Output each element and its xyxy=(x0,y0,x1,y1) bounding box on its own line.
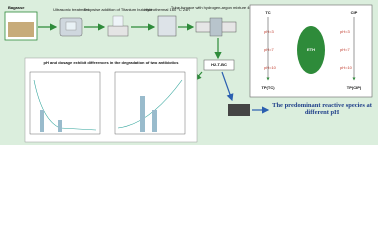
product-label: H2-T-BC xyxy=(211,62,227,67)
autoclave xyxy=(157,15,177,37)
mini-plot xyxy=(114,71,186,135)
ph-label: pH=10 xyxy=(340,65,353,70)
ph-label: pH=7 xyxy=(340,47,350,52)
step-label: Dropwise addition of Titanium butoxide xyxy=(84,7,153,12)
stirrer xyxy=(107,25,129,37)
arrow xyxy=(221,71,234,102)
step-label: Hydrothermal 160 °C 24h xyxy=(144,7,189,12)
mini-bar xyxy=(40,110,44,132)
species-title: TC xyxy=(265,10,270,15)
mini-bar xyxy=(152,110,157,132)
chart-panel xyxy=(24,57,198,143)
step-label: Bagasse xyxy=(8,5,25,10)
step-label: Ultrasonic treatment xyxy=(53,7,90,12)
mini-bar xyxy=(58,120,62,132)
product-box xyxy=(203,59,235,71)
ph-label: pH=3 xyxy=(340,29,350,34)
caption-box: The predominant reactive species at diff… xyxy=(272,102,372,117)
tp-label: TP(TC) xyxy=(261,85,275,90)
chart-panel-title: pH and dosage exhibit differences in the… xyxy=(44,60,180,65)
step-label: Tube furnace with hydrogen-argon mixture… xyxy=(171,5,265,10)
mini-plot xyxy=(29,71,101,135)
tp-label: TP(CIP) xyxy=(347,85,362,90)
mini-bar xyxy=(140,96,145,132)
mini-curve xyxy=(117,79,183,129)
material-image xyxy=(228,104,250,116)
center-label: ETH xyxy=(307,47,315,52)
beaker xyxy=(65,21,77,31)
furnace-body xyxy=(209,17,223,37)
flask xyxy=(112,15,124,27)
graphical-abstract: Bagasse Ultrasonic treatment Dropwise ad… xyxy=(0,0,378,145)
caption: The predominant reactive species at diff… xyxy=(272,102,372,117)
species-title: CIP xyxy=(351,10,358,15)
ph-label: pH=7 xyxy=(264,47,274,52)
ph-label: pH=3 xyxy=(264,29,274,34)
ph-label: pH=10 xyxy=(264,65,277,70)
center-ellipse xyxy=(297,26,325,74)
bagasse-image xyxy=(8,22,34,37)
